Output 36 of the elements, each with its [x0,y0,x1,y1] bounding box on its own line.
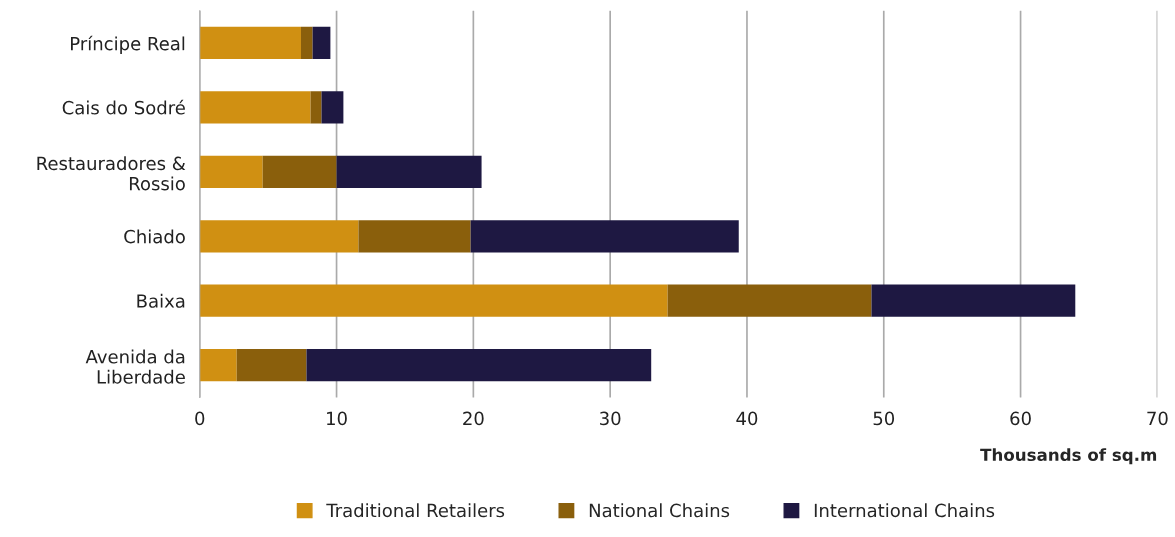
legend-label: Traditional Retailers [326,503,505,518]
bar [871,284,1076,317]
x-tick-label: 70 [1147,411,1168,426]
legend-label: International Chains [814,503,995,518]
x-tick-label: 30 [600,411,621,426]
y-tick-label: Baixa [137,293,185,308]
bar [358,220,471,253]
bar [470,220,739,253]
x-tick-label: 60 [1010,411,1031,426]
bar [262,155,337,188]
bar [199,155,263,188]
y-tick-label: Príncipe Real [71,35,185,54]
bar [306,349,652,382]
bar [300,26,313,60]
bar [199,91,311,124]
x-tick-label: 10 [327,411,347,426]
bar [667,284,872,317]
y-tick-label: Cais do Sodré [62,99,185,115]
x-tick-label: 0 [195,411,205,426]
bar [310,91,322,124]
bar [236,349,307,382]
y-tick-label: Restauradores & Rossio [37,156,186,191]
x-tick-label: 40 [736,411,758,426]
bar [199,220,359,253]
bar [199,284,668,317]
y-tick-label: Avenida da Liberdade [85,349,185,384]
x-axis-title: Thousands of sq.m [980,448,1157,465]
bar [199,26,301,60]
legend-label: National Chains [589,503,730,518]
y-tick-label: Chiado [124,229,185,244]
bar [321,91,344,124]
bar [199,349,237,382]
x-tick-label: 50 [873,411,895,426]
bar [312,26,331,60]
x-tick-label: 20 [463,411,484,426]
bar [336,155,482,188]
